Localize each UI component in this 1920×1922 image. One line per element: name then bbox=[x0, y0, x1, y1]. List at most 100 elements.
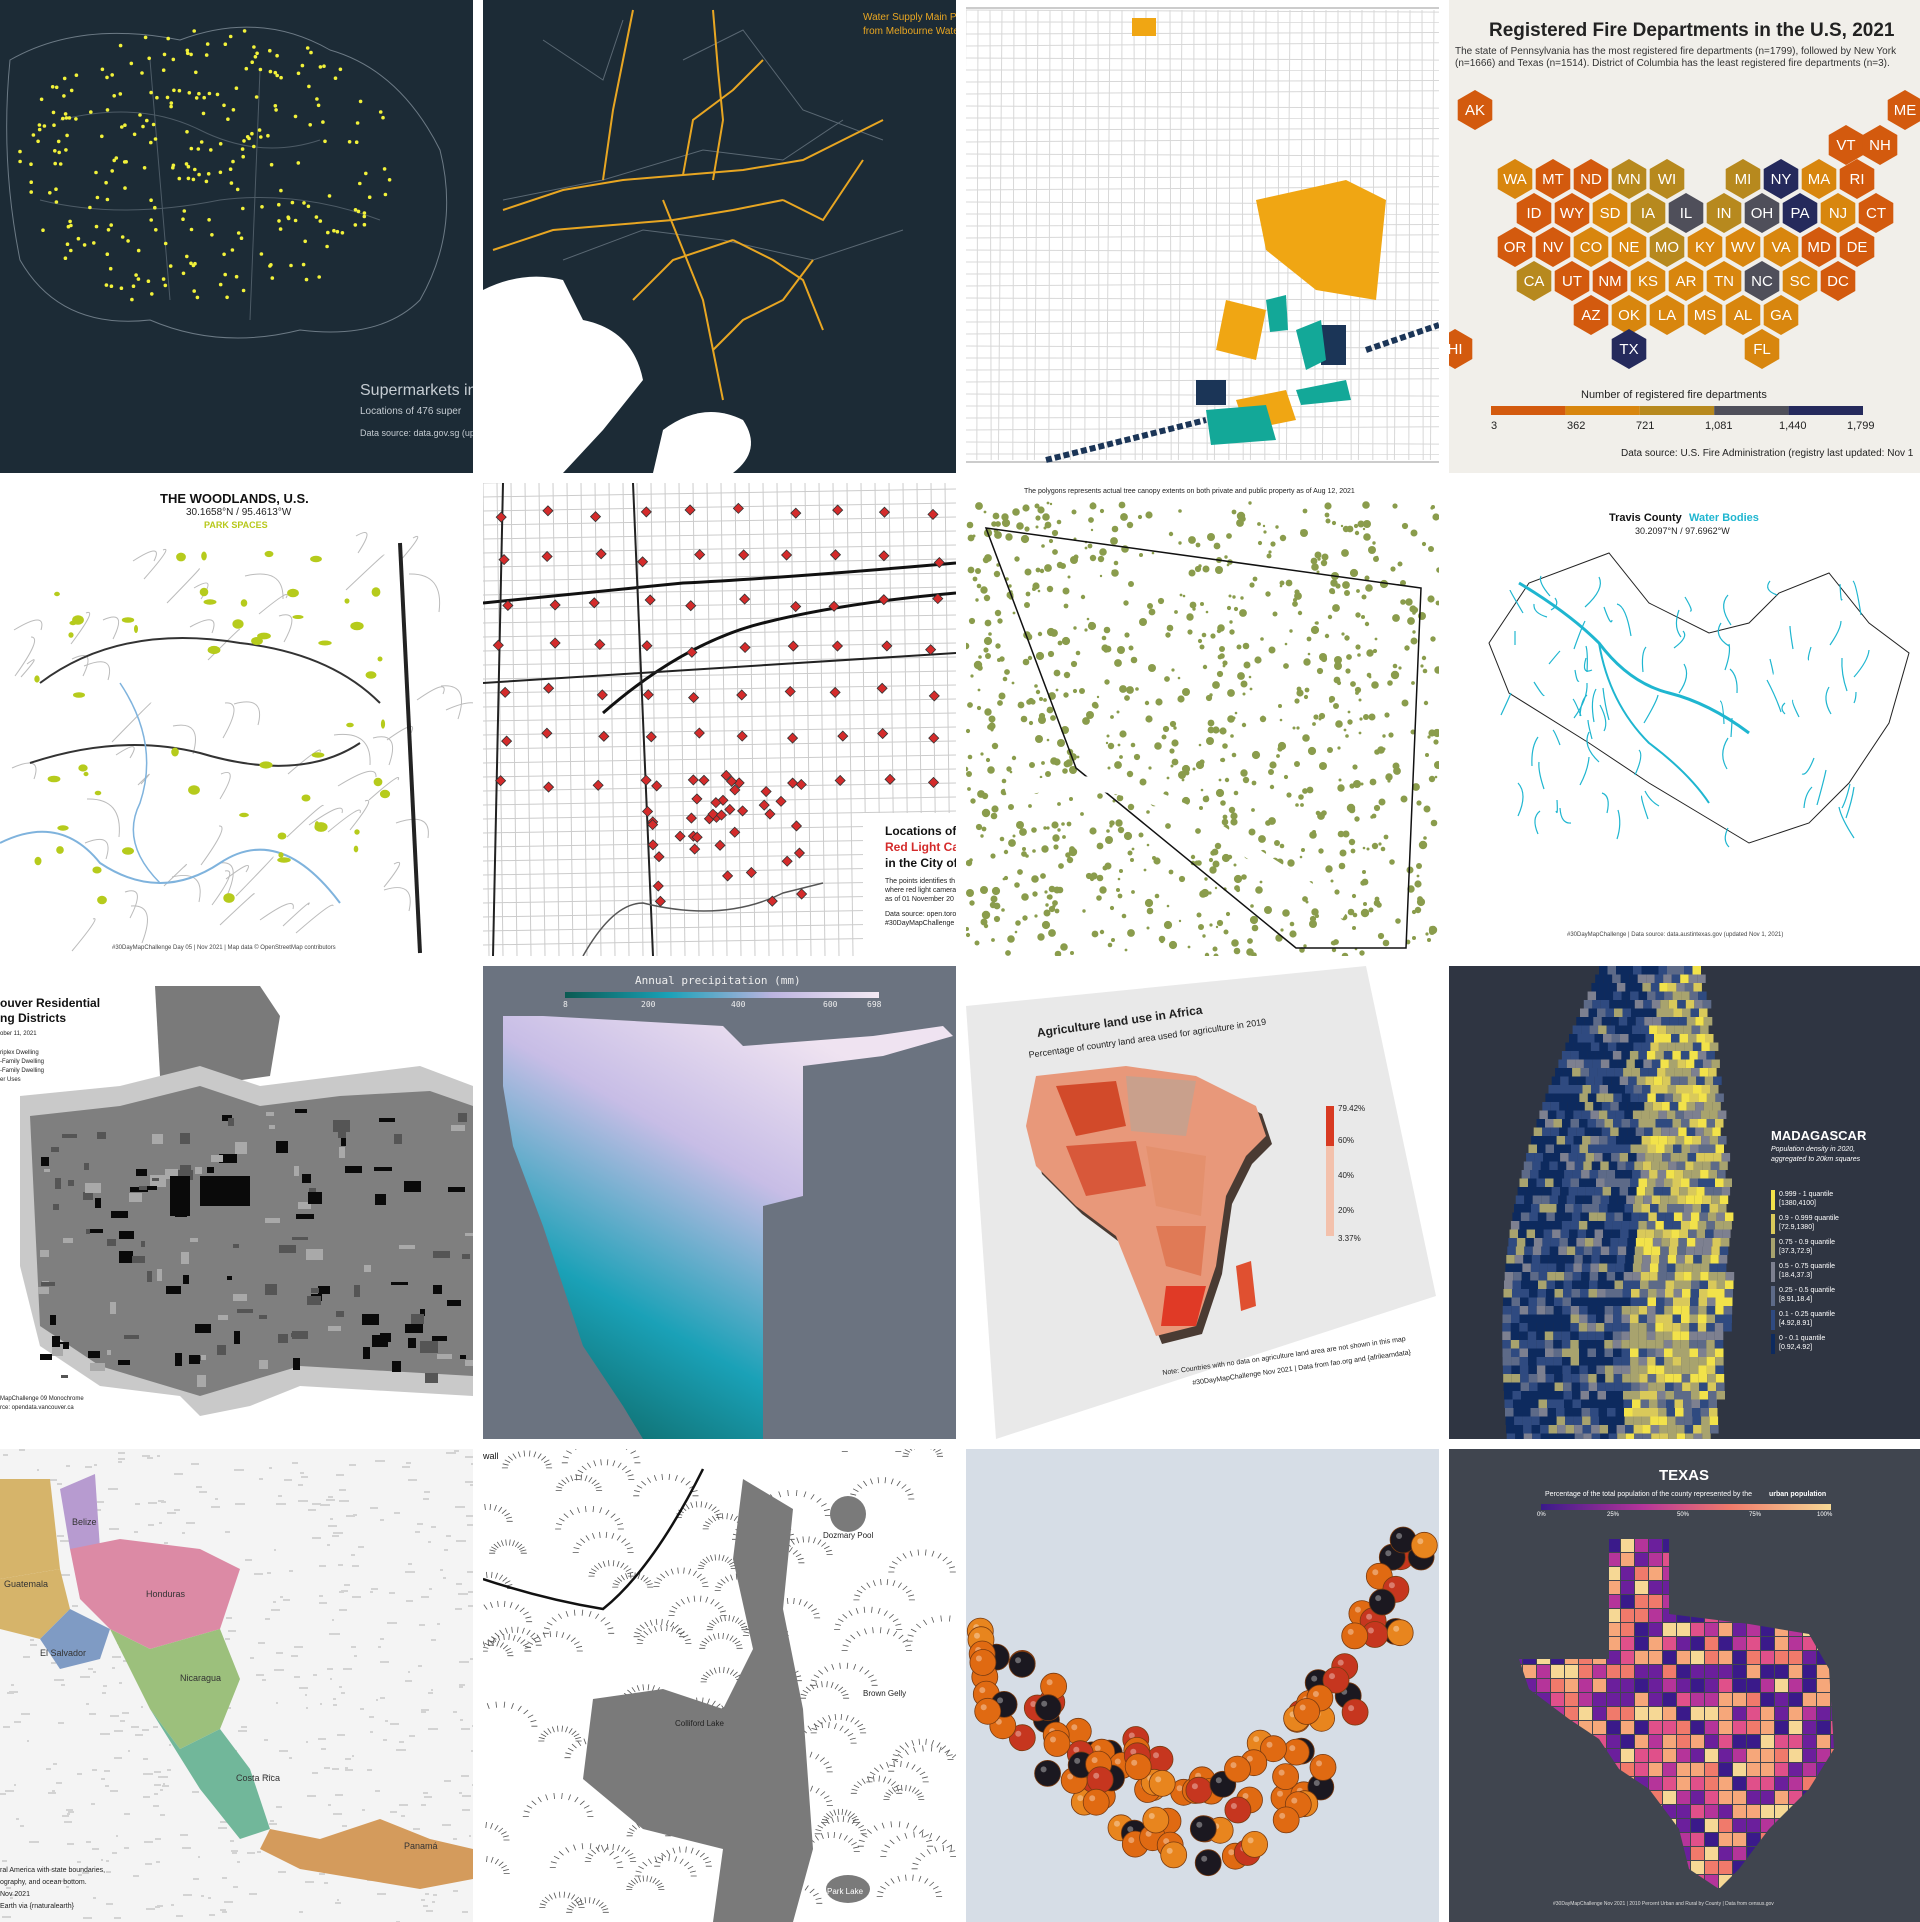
population-cell bbox=[1703, 1060, 1712, 1069]
county-cell bbox=[1607, 1581, 1620, 1594]
tree-canopy-polygon bbox=[1105, 646, 1112, 653]
county-cell bbox=[1593, 1749, 1606, 1762]
supermarket-point bbox=[192, 178, 196, 182]
supermarket-point bbox=[197, 173, 201, 177]
population-cell bbox=[1643, 1434, 1652, 1440]
tree-canopy-polygon bbox=[1335, 720, 1343, 728]
tree-canopy-polygon bbox=[1034, 684, 1038, 688]
population-cell bbox=[1528, 1306, 1537, 1315]
supermarket-point bbox=[231, 160, 235, 164]
county-cell bbox=[1579, 1707, 1592, 1720]
tree-canopy-polygon bbox=[1097, 875, 1104, 882]
supermarket-point bbox=[130, 298, 134, 302]
county-cell bbox=[1523, 1679, 1536, 1692]
population-cell bbox=[1640, 1289, 1649, 1298]
county-cell bbox=[1691, 1651, 1704, 1664]
population-cell bbox=[1592, 1434, 1601, 1440]
population-cell bbox=[1627, 1017, 1636, 1026]
fire-departments-hexmap-tile: Registered Fire Departments in the U.S, … bbox=[1449, 0, 1920, 473]
park-polygon bbox=[318, 641, 331, 646]
county-cell bbox=[1551, 1665, 1564, 1678]
county-cell bbox=[1803, 1567, 1816, 1580]
population-cell bbox=[1630, 1306, 1639, 1315]
population-cell bbox=[1547, 1391, 1556, 1400]
water-pipes-map-tile: Water Supply Main Pip from Melbourne Wat… bbox=[483, 0, 956, 473]
population-cell bbox=[1681, 1119, 1690, 1128]
tree-canopy-polygon bbox=[967, 702, 973, 708]
population-cell bbox=[1564, 1281, 1573, 1290]
population-cell bbox=[1700, 1281, 1709, 1290]
tree-canopy-polygon bbox=[1429, 776, 1435, 782]
county-cell bbox=[1635, 1581, 1648, 1594]
population-cell bbox=[1661, 1102, 1670, 1111]
tree-canopy-polygon bbox=[1090, 872, 1097, 879]
population-cell bbox=[1683, 1400, 1692, 1409]
county-cell bbox=[1537, 1581, 1550, 1594]
park-polygon bbox=[354, 846, 359, 853]
red-light-camera-marker bbox=[652, 781, 662, 791]
tree-canopy-polygon bbox=[989, 716, 996, 723]
supermarket-point bbox=[120, 125, 124, 129]
park-polygon bbox=[188, 785, 200, 795]
tree-canopy-polygon bbox=[1097, 843, 1104, 850]
tree-canopy-polygon bbox=[1008, 839, 1016, 847]
madagascar-legend-range: [72.9,1380] bbox=[1779, 1223, 1814, 1232]
supermarket-point bbox=[153, 206, 157, 210]
county-cell bbox=[1719, 1623, 1732, 1636]
population-cell bbox=[1709, 1111, 1718, 1120]
tree-canopy-polygon bbox=[1120, 513, 1128, 521]
population-cell bbox=[1716, 1383, 1725, 1392]
bead-highlight bbox=[1041, 1766, 1047, 1772]
tree-canopy-polygon bbox=[966, 771, 972, 777]
tree-canopy-polygon bbox=[1005, 533, 1012, 540]
tree-canopy-polygon bbox=[1395, 918, 1401, 924]
park-polygon bbox=[57, 825, 68, 830]
supermarket-point bbox=[305, 278, 309, 282]
tree-canopy-polygon bbox=[1154, 742, 1162, 750]
county-cell bbox=[1845, 1833, 1858, 1846]
stream-line bbox=[1768, 581, 1777, 595]
supermarket-point bbox=[224, 42, 228, 46]
population-cell bbox=[1656, 1179, 1665, 1188]
tree-canopy-polygon bbox=[975, 941, 980, 946]
population-cell bbox=[1596, 1051, 1605, 1060]
population-cell bbox=[1605, 1179, 1614, 1188]
tree-canopy-polygon bbox=[1428, 546, 1434, 552]
red-light-camera-marker bbox=[830, 687, 840, 697]
tree-canopy-polygon bbox=[997, 700, 1003, 706]
county-cell bbox=[1691, 1777, 1704, 1790]
supermarket-point bbox=[202, 96, 206, 100]
population-cell bbox=[1718, 1264, 1727, 1273]
population-cell bbox=[1548, 1417, 1557, 1426]
population-cell bbox=[1600, 1085, 1609, 1094]
tree-canopy-polygon bbox=[1393, 767, 1401, 775]
tree-canopy-polygon bbox=[1097, 793, 1103, 799]
population-cell bbox=[1696, 1077, 1705, 1086]
county-cell bbox=[1523, 1553, 1536, 1566]
park-polygon bbox=[200, 588, 209, 597]
population-cell bbox=[1631, 1213, 1640, 1222]
population-cell bbox=[1704, 1017, 1713, 1026]
county-cell bbox=[1761, 1651, 1774, 1664]
supermarket-point bbox=[194, 71, 198, 75]
zoning-parcel bbox=[132, 1256, 145, 1263]
tree-canopy-polygon bbox=[1294, 698, 1299, 703]
hachure-mark bbox=[834, 1607, 902, 1630]
population-cell bbox=[1605, 1374, 1614, 1383]
tree-canopy-polygon bbox=[1167, 625, 1174, 632]
population-cell bbox=[1684, 1264, 1693, 1273]
population-cell bbox=[1523, 1417, 1532, 1426]
population-cell bbox=[1579, 1119, 1588, 1128]
supermarket-point bbox=[110, 169, 114, 173]
supermarket-point bbox=[354, 208, 358, 212]
tree-canopy-polygon bbox=[1258, 835, 1266, 843]
population-cell bbox=[1657, 1009, 1666, 1018]
population-cell bbox=[1667, 1408, 1676, 1417]
population-cell bbox=[1667, 966, 1676, 975]
population-cell bbox=[1531, 1136, 1540, 1145]
population-cell bbox=[1608, 1204, 1617, 1213]
tree-canopy-polygon bbox=[1230, 734, 1234, 738]
county-cell bbox=[1789, 1637, 1802, 1650]
population-cell bbox=[1619, 1017, 1628, 1026]
county-cell bbox=[1509, 1819, 1522, 1832]
